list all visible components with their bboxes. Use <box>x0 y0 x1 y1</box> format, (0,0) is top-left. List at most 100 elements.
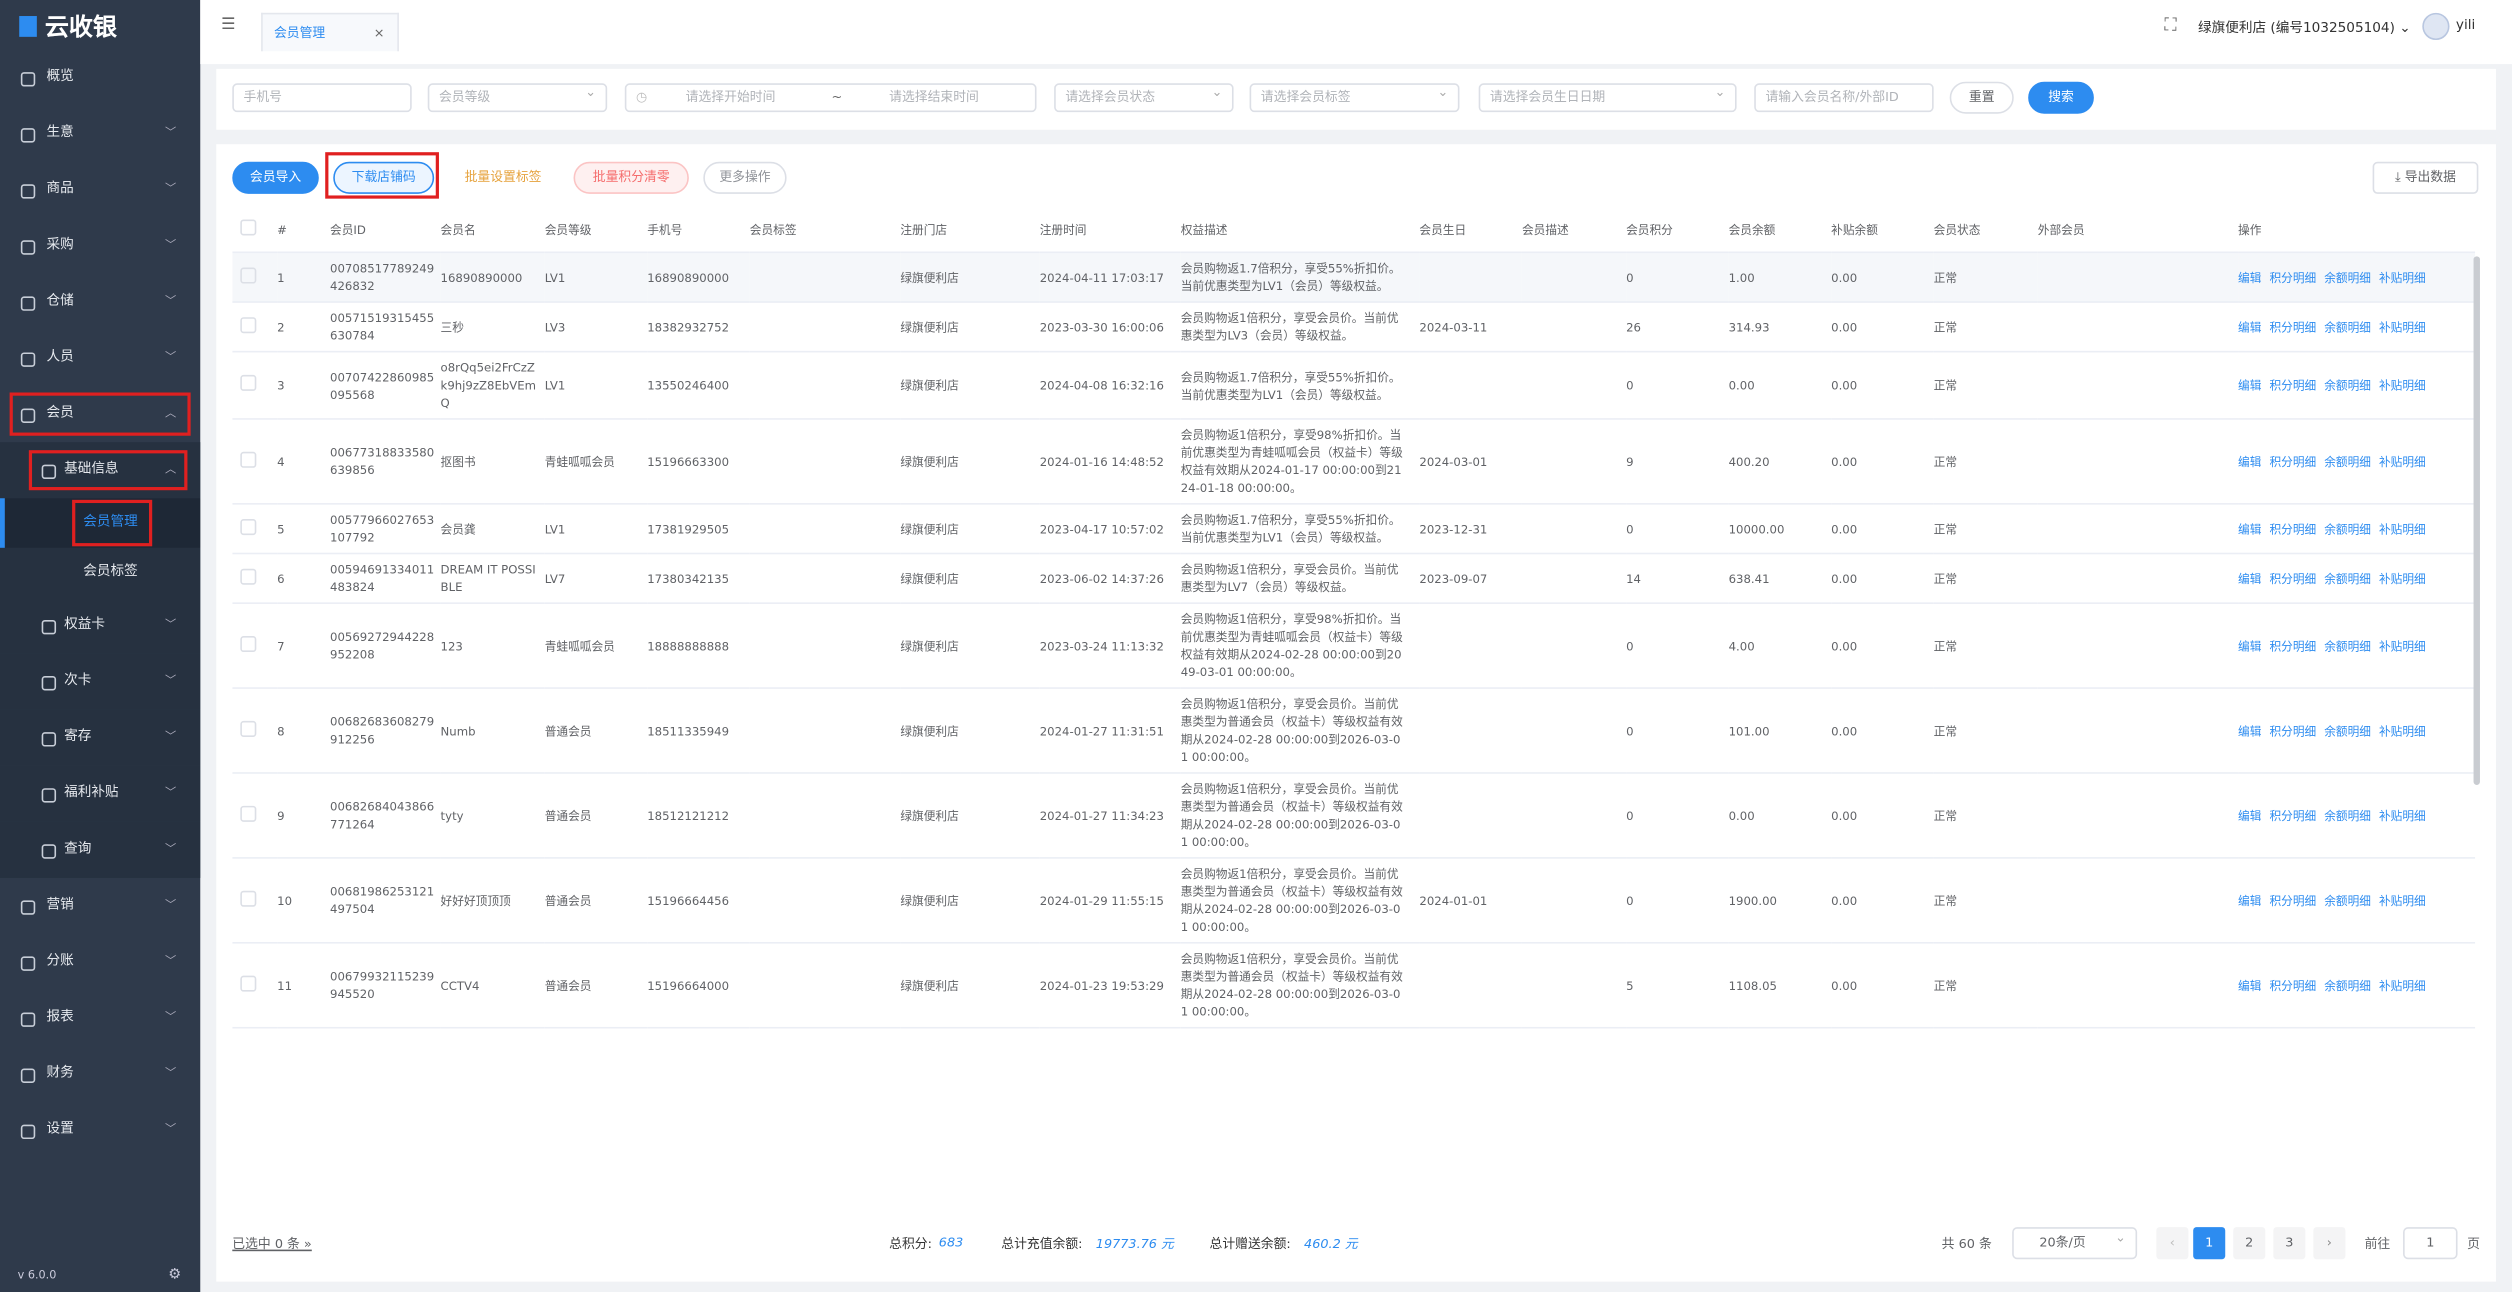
store-select[interactable]: 绿旗便利店 (编号1032505104) ⌄ <box>2198 18 2411 37</box>
checkbox[interactable] <box>240 720 256 736</box>
date-range[interactable]: ◷请选择开始时间~请选择结束时间 <box>625 83 1037 112</box>
menu-item[interactable]: 权益卡﹀ <box>0 598 200 654</box>
action-link[interactable]: 补贴明细 <box>2379 270 2426 284</box>
action-link[interactable]: 余额明细 <box>2324 320 2371 334</box>
menu-item[interactable]: 商品﹀ <box>0 162 200 218</box>
action-link[interactable]: 补贴明细 <box>2379 571 2426 585</box>
action-link[interactable]: 余额明细 <box>2324 521 2371 535</box>
menu-item[interactable]: 概览 <box>0 50 200 106</box>
tab[interactable]: 会员管理× <box>261 13 399 51</box>
menu-item[interactable]: 营销﹀ <box>0 878 200 934</box>
checkbox[interactable] <box>240 451 256 467</box>
page-number[interactable]: 3 <box>2273 1227 2305 1259</box>
action-link[interactable]: 余额明细 <box>2324 270 2371 284</box>
action-link[interactable]: 补贴明细 <box>2379 454 2426 468</box>
action-link[interactable]: 积分明细 <box>2269 454 2316 468</box>
menu-item[interactable]: 福利补贴﹀ <box>0 766 200 822</box>
action-link[interactable]: 编辑 <box>2238 320 2261 334</box>
filter-input[interactable]: 手机号 <box>232 83 411 112</box>
set-tag-button[interactable]: 批量设置标签 <box>449 162 558 194</box>
action-link[interactable]: 积分明细 <box>2269 270 2316 284</box>
action-link[interactable]: 补贴明细 <box>2379 978 2426 992</box>
action-link[interactable]: 补贴明细 <box>2379 723 2426 737</box>
menu-item[interactable]: 基础信息︿ <box>0 442 200 498</box>
action-link[interactable]: 补贴明细 <box>2379 893 2426 907</box>
settings-icon[interactable]: ⚙ <box>168 1267 181 1283</box>
action-link[interactable]: 余额明细 <box>2324 808 2371 822</box>
menu-item[interactable]: 寄存﹀ <box>0 710 200 766</box>
action-link[interactable]: 编辑 <box>2238 893 2261 907</box>
action-link[interactable]: 编辑 <box>2238 270 2261 284</box>
action-link[interactable]: 积分明细 <box>2269 378 2316 392</box>
action-link[interactable]: 积分明细 <box>2269 320 2316 334</box>
action-link[interactable]: 积分明细 <box>2269 723 2316 737</box>
action-link[interactable]: 编辑 <box>2238 571 2261 585</box>
action-link[interactable]: 补贴明细 <box>2379 521 2426 535</box>
action-link[interactable]: 编辑 <box>2238 978 2261 992</box>
menu-item[interactable]: 会员︿ <box>0 386 200 442</box>
action-link[interactable]: 补贴明细 <box>2379 808 2426 822</box>
action-link[interactable]: 积分明细 <box>2269 638 2316 652</box>
action-link[interactable]: 积分明细 <box>2269 521 2316 535</box>
checkbox[interactable] <box>240 635 256 651</box>
reset-button[interactable]: 重置 <box>1950 82 2014 114</box>
download-button[interactable]: 下载店铺码 <box>333 162 434 194</box>
action-link[interactable]: 编辑 <box>2238 378 2261 392</box>
checkbox[interactable] <box>240 975 256 991</box>
filter-input[interactable]: 请选择会员标签 <box>1250 83 1460 112</box>
collapse-icon[interactable]: ☰ <box>221 16 235 34</box>
filter-input[interactable]: 请选择会员生日日期 <box>1479 83 1737 112</box>
goto-input[interactable]: 1 <box>2403 1227 2457 1259</box>
filter-input[interactable]: 会员等级 <box>428 83 607 112</box>
filter-input[interactable]: 请选择会员状态 <box>1054 83 1233 112</box>
menu-item[interactable]: 会员标签 <box>0 548 200 598</box>
menu-item[interactable]: 设置﹀ <box>0 1102 200 1158</box>
action-link[interactable]: 补贴明细 <box>2379 638 2426 652</box>
clear-points-button[interactable]: 批量积分清零 <box>574 162 689 194</box>
menu-item[interactable]: 仓储﹀ <box>0 274 200 330</box>
menu-item[interactable]: 人员﹀ <box>0 330 200 386</box>
next-page[interactable]: › <box>2313 1227 2345 1259</box>
checkbox[interactable] <box>240 375 256 391</box>
menu-item[interactable]: 分账﹀ <box>0 934 200 990</box>
prev-page[interactable]: ‹ <box>2156 1227 2188 1259</box>
action-link[interactable]: 积分明细 <box>2269 571 2316 585</box>
menu-item[interactable]: 采购﹀ <box>0 218 200 274</box>
checkbox[interactable] <box>240 219 256 235</box>
filter-input[interactable]: 请输入会员名称/外部ID <box>1754 83 1933 112</box>
import-button[interactable]: 会员导入 <box>232 162 319 194</box>
search-button[interactable]: 搜索 <box>2028 82 2094 114</box>
page-size-select[interactable]: 20条/页 <box>2012 1227 2137 1259</box>
action-link[interactable]: 编辑 <box>2238 723 2261 737</box>
page-number[interactable]: 2 <box>2233 1227 2265 1259</box>
checkbox[interactable] <box>240 890 256 906</box>
menu-item[interactable]: 财务﹀ <box>0 1046 200 1102</box>
tab-close[interactable]: × <box>374 14 385 52</box>
menu-item[interactable]: 查询﹀ <box>0 822 200 878</box>
action-link[interactable]: 余额明细 <box>2324 978 2371 992</box>
action-link[interactable]: 余额明细 <box>2324 454 2371 468</box>
checkbox[interactable] <box>240 568 256 584</box>
menu-item[interactable]: 生意﹀ <box>0 106 200 162</box>
export-button[interactable]: ⤓ 导出数据 <box>2373 162 2479 194</box>
checkbox[interactable] <box>240 316 256 332</box>
action-link[interactable]: 编辑 <box>2238 638 2261 652</box>
avatar[interactable] <box>2422 13 2449 40</box>
selected-count[interactable]: 已选中 0 条 » <box>232 1235 312 1253</box>
action-link[interactable]: 积分明细 <box>2269 808 2316 822</box>
action-link[interactable]: 编辑 <box>2238 521 2261 535</box>
user-name[interactable]: yili <box>2456 18 2475 34</box>
action-link[interactable]: 补贴明细 <box>2379 320 2426 334</box>
checkbox[interactable] <box>240 267 256 283</box>
fullscreen-icon[interactable]: ⛶ <box>2164 14 2176 36</box>
action-link[interactable]: 余额明细 <box>2324 571 2371 585</box>
menu-item[interactable]: 报表﹀ <box>0 990 200 1046</box>
checkbox[interactable] <box>240 518 256 534</box>
action-link[interactable]: 补贴明细 <box>2379 378 2426 392</box>
menu-item[interactable]: 会员管理 <box>0 498 200 548</box>
menu-item[interactable]: 次卡﹀ <box>0 654 200 710</box>
action-link[interactable]: 余额明细 <box>2324 638 2371 652</box>
checkbox[interactable] <box>240 805 256 821</box>
page-number[interactable]: 1 <box>2193 1227 2225 1259</box>
action-link[interactable]: 积分明细 <box>2269 893 2316 907</box>
